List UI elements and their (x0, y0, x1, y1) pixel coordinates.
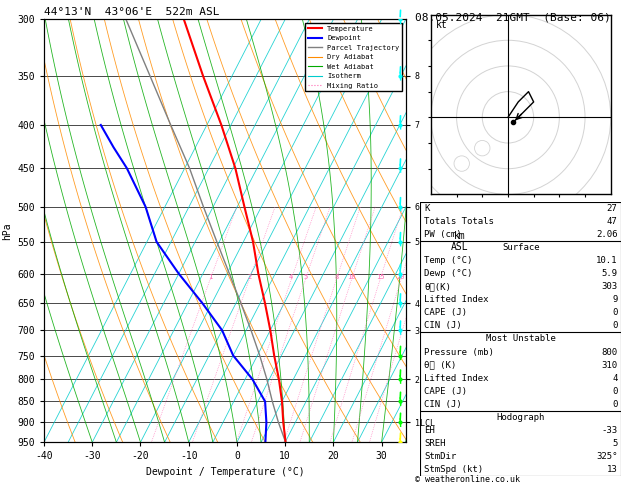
Text: 303: 303 (601, 282, 618, 291)
Text: StmSpd (kt): StmSpd (kt) (424, 465, 483, 474)
Text: SREH: SREH (424, 439, 446, 448)
Text: 2.06: 2.06 (596, 230, 618, 239)
Text: kt: kt (437, 20, 448, 30)
Text: 13: 13 (607, 465, 618, 474)
Text: 9: 9 (612, 295, 618, 304)
Text: 5: 5 (612, 439, 618, 448)
Text: 10.1: 10.1 (596, 256, 618, 265)
Text: Dewp (°C): Dewp (°C) (424, 269, 472, 278)
Text: Most Unstable: Most Unstable (486, 334, 556, 344)
Text: 0: 0 (612, 321, 618, 330)
Text: 4: 4 (289, 274, 293, 280)
Text: θᴁ(K): θᴁ(K) (424, 282, 451, 291)
Text: 310: 310 (601, 361, 618, 370)
Y-axis label: km
ASL: km ASL (451, 231, 469, 252)
Text: 20: 20 (397, 274, 405, 280)
Text: StmDir: StmDir (424, 452, 457, 461)
Text: 800: 800 (601, 347, 618, 357)
Text: CIN (J): CIN (J) (424, 400, 462, 409)
Text: Pressure (mb): Pressure (mb) (424, 347, 494, 357)
Text: © weatheronline.co.uk: © weatheronline.co.uk (415, 474, 520, 484)
Text: Temp (°C): Temp (°C) (424, 256, 472, 265)
Text: 08.05.2024  21GMT  (Base: 06): 08.05.2024 21GMT (Base: 06) (415, 12, 611, 22)
Text: 44°13'N  43°06'E  522m ASL: 44°13'N 43°06'E 522m ASL (44, 7, 220, 17)
Text: 1: 1 (208, 274, 212, 280)
Text: 0: 0 (612, 308, 618, 317)
Text: 4: 4 (612, 374, 618, 382)
Text: 0: 0 (612, 387, 618, 396)
Text: 8: 8 (334, 274, 338, 280)
Text: 10: 10 (347, 274, 356, 280)
Text: EH: EH (424, 426, 435, 435)
Text: 325°: 325° (596, 452, 618, 461)
Text: 47: 47 (607, 217, 618, 226)
Text: 15: 15 (376, 274, 384, 280)
Text: PW (cm): PW (cm) (424, 230, 462, 239)
Text: Surface: Surface (502, 243, 540, 252)
Text: -33: -33 (601, 426, 618, 435)
Text: 2: 2 (247, 274, 252, 280)
Text: K: K (424, 204, 430, 213)
Text: 27: 27 (607, 204, 618, 213)
X-axis label: Dewpoint / Temperature (°C): Dewpoint / Temperature (°C) (145, 467, 304, 477)
Y-axis label: hPa: hPa (2, 222, 12, 240)
Text: Lifted Index: Lifted Index (424, 295, 489, 304)
Text: CAPE (J): CAPE (J) (424, 387, 467, 396)
Text: 0: 0 (612, 400, 618, 409)
Text: Hodograph: Hodograph (497, 413, 545, 422)
Legend: Temperature, Dewpoint, Parcel Trajectory, Dry Adiabat, Wet Adiabat, Isotherm, Mi: Temperature, Dewpoint, Parcel Trajectory… (305, 23, 402, 91)
Text: CIN (J): CIN (J) (424, 321, 462, 330)
Text: θᴁ (K): θᴁ (K) (424, 361, 457, 370)
Text: 5: 5 (303, 274, 308, 280)
Text: 5.9: 5.9 (601, 269, 618, 278)
Text: CAPE (J): CAPE (J) (424, 308, 467, 317)
Text: Lifted Index: Lifted Index (424, 374, 489, 382)
Text: Totals Totals: Totals Totals (424, 217, 494, 226)
